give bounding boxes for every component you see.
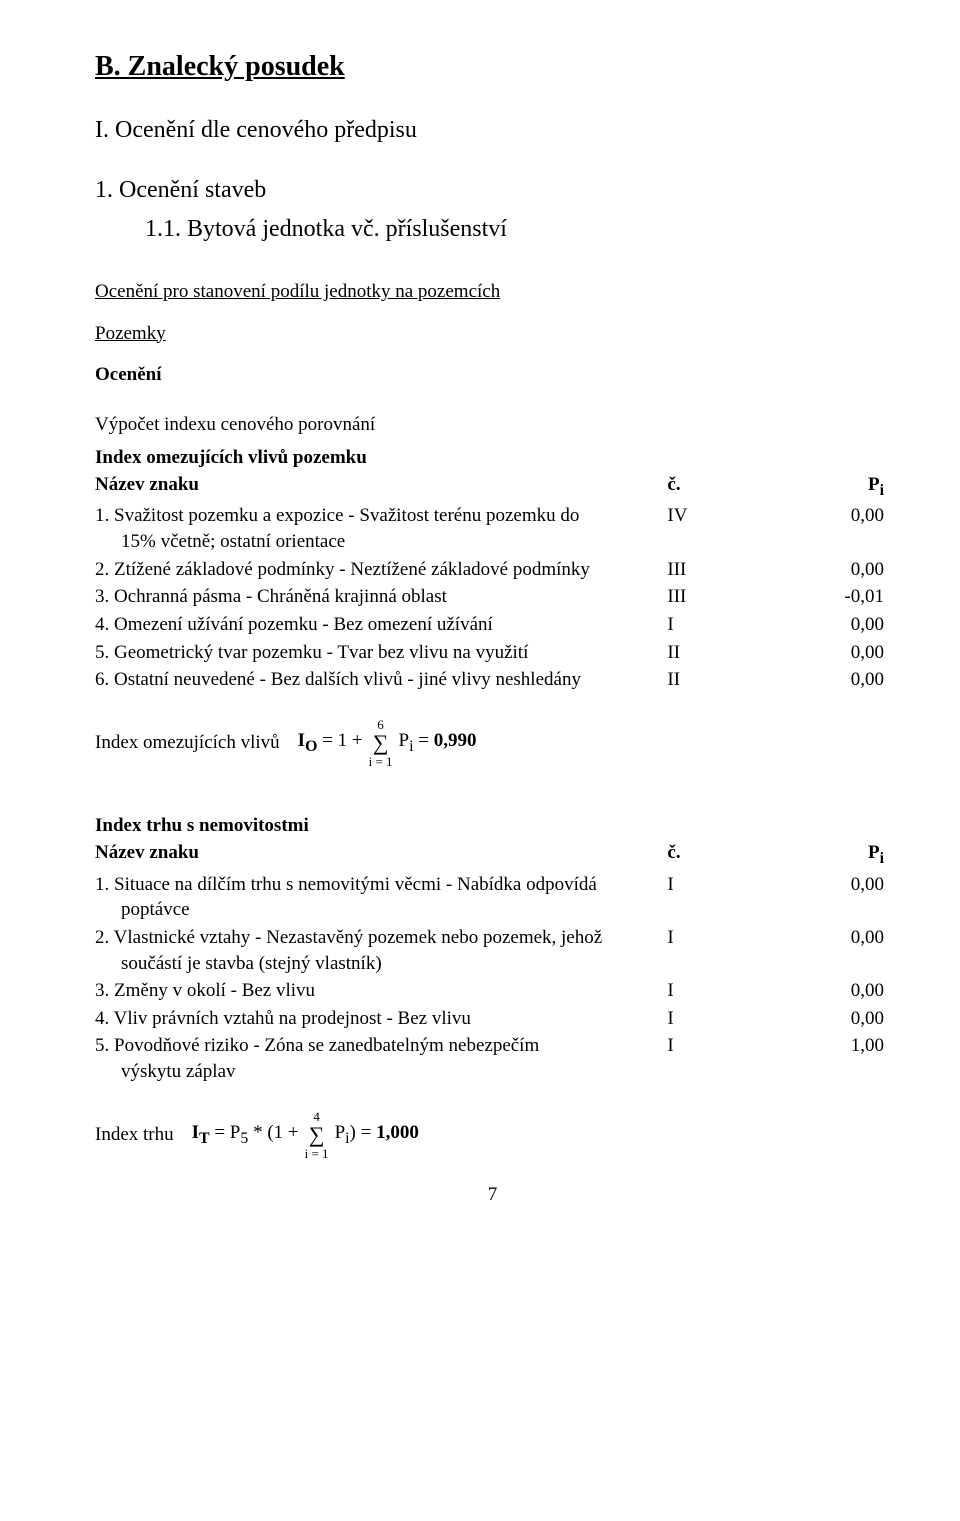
table-row: 2. Ztížené základové podmínky - Neztížen… (95, 556, 890, 584)
page-number: 7 (95, 1182, 890, 1208)
row-c: II (667, 666, 747, 694)
row-p: 0,00 (747, 502, 890, 555)
section-title: B. Znalecký posudek (95, 48, 890, 86)
table2: Index trhu s nemovitostmi Název znaku č.… (95, 812, 890, 1086)
table-row: 5. Povodňové riziko - Zóna se zanedbatel… (95, 1032, 890, 1085)
row-p: 1,00 (747, 1032, 890, 1085)
row-c: III (667, 556, 747, 584)
formula1-label: Index omezujících vlivů (95, 730, 280, 756)
sub-oceneni: Ocenění (95, 362, 890, 388)
heading-1: 1. Ocenění staveb (95, 174, 890, 206)
row-name: 4. Omezení užívání pozemku - Bez omezení… (95, 611, 667, 639)
table2-header-row: Název znaku č. Pi (95, 839, 890, 870)
row-name: 5. Geometrický tvar pozemku - Tvar bez v… (95, 639, 667, 667)
row-c: III (667, 583, 747, 611)
table2-container: Index trhu s nemovitostmi Název znaku č.… (95, 812, 890, 1160)
table1-title: Výpočet indexu cenového porovnání (95, 412, 890, 438)
formula1-expr: IO = 1 + (298, 728, 363, 757)
row-p: 0,00 (747, 556, 890, 584)
row-c: IV (667, 502, 747, 555)
sigma-icon: 4 ∑ i = 1 (305, 1110, 329, 1160)
formula2-label: Index trhu (95, 1122, 174, 1148)
table1-subtitle-row: Index omezujících vlivů pozemku (95, 444, 890, 472)
row-c: I (667, 611, 747, 639)
table2-title-row: Index trhu s nemovitostmi (95, 812, 890, 840)
table2-hdr-c: č. (667, 839, 747, 870)
table-row: 6. Ostatní neuvedené - Bez dalších vlivů… (95, 666, 890, 694)
row-c: I (667, 1005, 747, 1033)
row-p: 0,00 (747, 977, 890, 1005)
table2-hdr-p: Pi (747, 839, 890, 870)
formula1-tail: Pi = 0,990 (399, 728, 477, 757)
row-name: 4. Vliv právních vztahů na prodejnost - … (95, 1005, 667, 1033)
formula-index-trhu: Index trhu IT = P5 * (1 + 4 ∑ i = 1 Pi) … (95, 1110, 890, 1160)
formula2-tail: Pi) = 1,000 (335, 1120, 419, 1149)
table-row: 3. Změny v okolí - Bez vlivuI0,00 (95, 977, 890, 1005)
table2-hdr-name: Název znaku (95, 839, 667, 870)
row-p: -0,01 (747, 583, 890, 611)
row-p: 0,00 (747, 924, 890, 977)
row-p: 0,00 (747, 611, 890, 639)
table1-header-row: Název znaku č. Pi (95, 471, 890, 502)
formula2-expr: IT = P5 * (1 + (192, 1120, 299, 1149)
table-row: 3. Ochranná pásma - Chráněná krajinná ob… (95, 583, 890, 611)
sigma-icon: 6 ∑ i = 1 (369, 718, 393, 768)
row-name: 2. Ztížené základové podmínky - Neztížen… (95, 556, 667, 584)
row-name: 1. Svažitost pozemku a expozice - Svažit… (95, 502, 667, 555)
table2-title: Index trhu s nemovitostmi (95, 812, 667, 840)
row-c: I (667, 977, 747, 1005)
heading-1-1: 1.1. Bytová jednotka vč. příslušenství (145, 213, 890, 245)
sub-pozemky: Pozemky (95, 321, 890, 347)
table-row: 1. Situace na dílčím trhu s nemovitými v… (95, 871, 890, 924)
row-name: 3. Změny v okolí - Bez vlivu (95, 977, 667, 1005)
formula-index-omez: Index omezujících vlivů IO = 1 + 6 ∑ i =… (95, 718, 890, 768)
row-p: 0,00 (747, 639, 890, 667)
row-c: I (667, 924, 747, 977)
row-name: 6. Ostatní neuvedené - Bez dalších vlivů… (95, 666, 667, 694)
table1-hdr-p: Pi (747, 471, 890, 502)
row-p: 0,00 (747, 666, 890, 694)
table-row: 2. Vlastnické vztahy - Nezastavěný pozem… (95, 924, 890, 977)
table-row: 4. Omezení užívání pozemku - Bez omezení… (95, 611, 890, 639)
table1-hdr-name: Název znaku (95, 471, 667, 502)
table-row: 1. Svažitost pozemku a expozice - Svažit… (95, 502, 890, 555)
heading-i: I. Ocenění dle cenového předpisu (95, 114, 890, 146)
row-name: 3. Ochranná pásma - Chráněná krajinná ob… (95, 583, 667, 611)
row-c: II (667, 639, 747, 667)
row-c: I (667, 1032, 747, 1085)
table1-hdr-c: č. (667, 471, 747, 502)
row-p: 0,00 (747, 1005, 890, 1033)
row-name: 2. Vlastnické vztahy - Nezastavěný pozem… (95, 924, 667, 977)
table1-container: Výpočet indexu cenového porovnání Index … (95, 412, 890, 768)
row-name: 1. Situace na dílčím trhu s nemovitými v… (95, 871, 667, 924)
row-p: 0,00 (747, 871, 890, 924)
table1-subtitle: Index omezujících vlivů pozemku (95, 444, 667, 472)
row-c: I (667, 871, 747, 924)
sub-ocen-podil: Ocenění pro stanovení podílu jednotky na… (95, 279, 890, 305)
table1: Index omezujících vlivů pozemku Název zn… (95, 444, 890, 694)
table-row: 5. Geometrický tvar pozemku - Tvar bez v… (95, 639, 890, 667)
table-row: 4. Vliv právních vztahů na prodejnost - … (95, 1005, 890, 1033)
row-name: 5. Povodňové riziko - Zóna se zanedbatel… (95, 1032, 667, 1085)
